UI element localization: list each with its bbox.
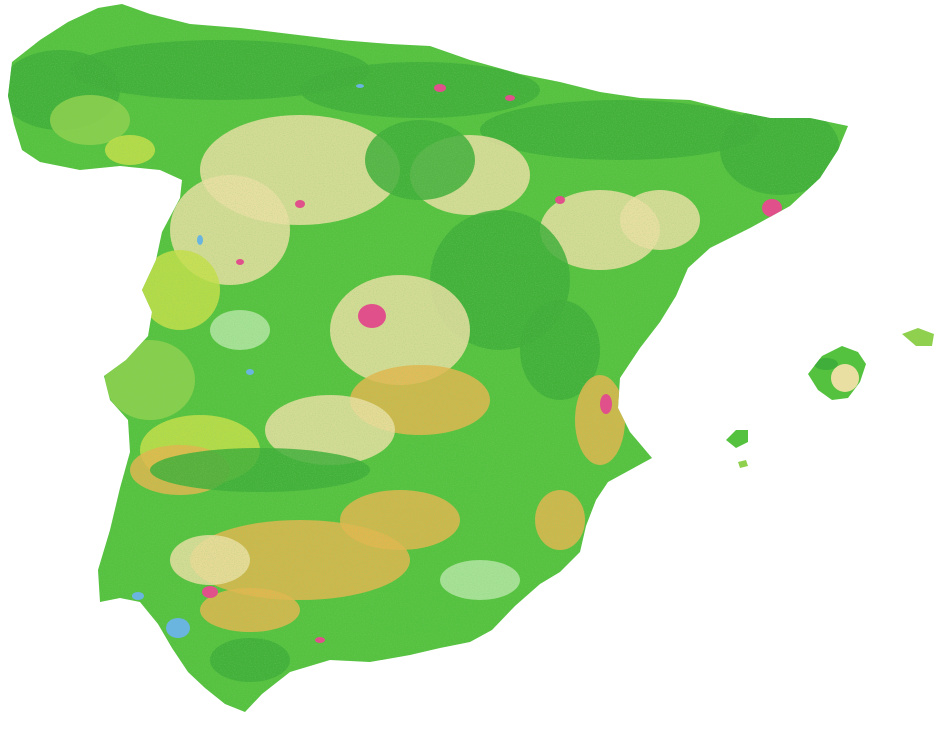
mallorca-land-cover-patches: [814, 358, 859, 392]
water-bodies: [132, 84, 364, 638]
urban-area: [434, 84, 446, 92]
region-balearic-islands: [726, 328, 934, 468]
land-cover-patch: [831, 364, 859, 392]
water-body: [166, 618, 190, 638]
urban-area: [358, 304, 386, 328]
water-body: [197, 235, 203, 245]
urban-area: [600, 394, 612, 414]
urban-area: [295, 200, 305, 208]
island-formentera: [738, 460, 748, 468]
urban-area: [762, 199, 782, 217]
urban-area: [236, 259, 244, 265]
urban-area: [505, 95, 515, 101]
island-ibiza: [726, 430, 748, 448]
urban-areas: [202, 84, 782, 643]
water-body: [132, 592, 144, 600]
urban-area: [315, 637, 325, 643]
water-body: [246, 369, 254, 375]
urban-area: [555, 196, 565, 204]
land-cover-patch: [814, 358, 838, 370]
water-body: [356, 84, 364, 88]
urban-area: [202, 586, 218, 598]
island-menorca: [902, 328, 934, 346]
